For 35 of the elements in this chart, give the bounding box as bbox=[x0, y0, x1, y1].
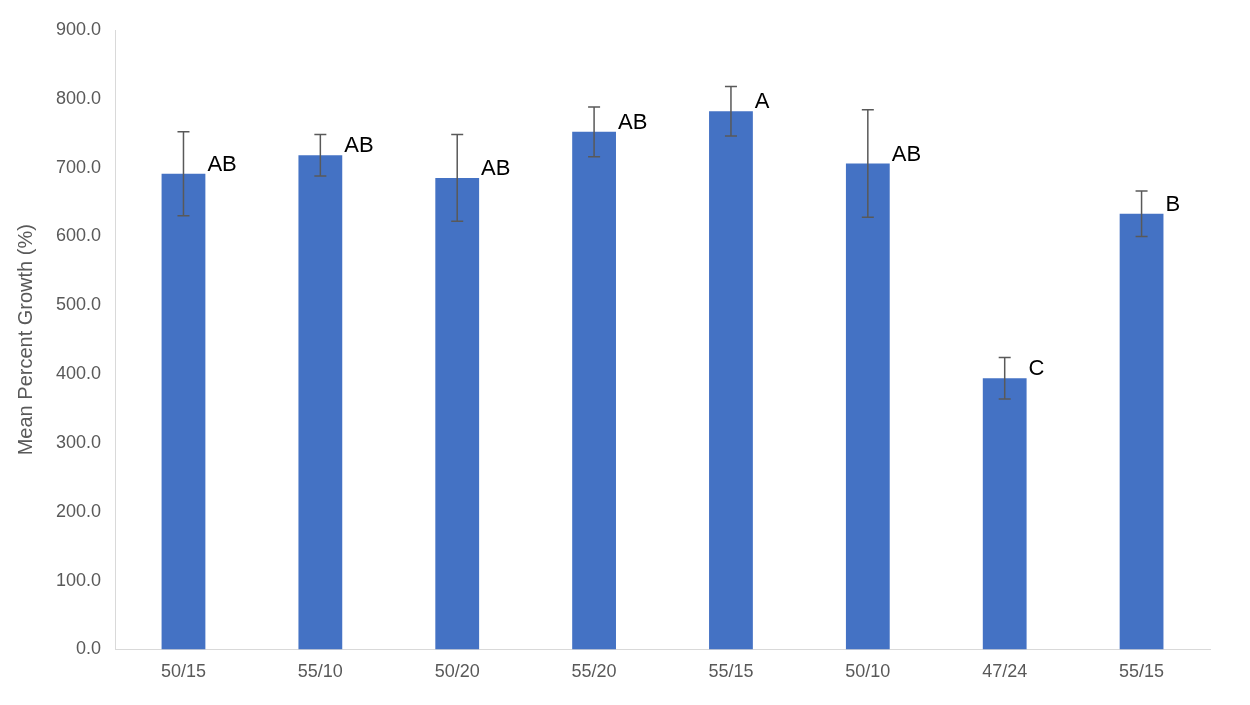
y-tick-label: 700.0 bbox=[56, 156, 102, 177]
annotation: AB bbox=[344, 132, 374, 158]
annotation: AB bbox=[481, 155, 511, 181]
x-tick-label: 55/10 bbox=[297, 661, 343, 682]
bar bbox=[435, 177, 480, 650]
y-tick-label: 0.0 bbox=[76, 638, 102, 659]
x-tick-label: 55/15 bbox=[1119, 661, 1165, 682]
x-tick-label: 50/20 bbox=[434, 661, 480, 682]
y-tick-label: 500.0 bbox=[56, 294, 102, 315]
y-tick-label: 100.0 bbox=[56, 569, 102, 590]
y-tick-label: 900.0 bbox=[56, 18, 102, 39]
y-tick-label: 600.0 bbox=[56, 225, 102, 246]
bar bbox=[845, 163, 890, 650]
annotation: C bbox=[1028, 355, 1045, 381]
bar bbox=[982, 378, 1027, 650]
x-tick-label: 55/15 bbox=[708, 661, 754, 682]
bar bbox=[1119, 213, 1164, 650]
y-axis-title: Mean Percent Growth (%) bbox=[13, 224, 36, 456]
y-tick-label: 300.0 bbox=[56, 431, 102, 452]
annotation: B bbox=[1165, 190, 1181, 216]
bar bbox=[709, 111, 753, 650]
x-tick-label: 55/20 bbox=[571, 661, 617, 682]
annotation: A bbox=[754, 88, 770, 114]
y-tick-label: 800.0 bbox=[56, 87, 102, 108]
bar bbox=[161, 173, 206, 650]
y-tick-label: 400.0 bbox=[56, 363, 102, 384]
bar bbox=[572, 131, 616, 650]
x-tick-label: 50/15 bbox=[160, 661, 206, 682]
y-tick-label: 200.0 bbox=[56, 500, 102, 521]
bar bbox=[298, 155, 343, 650]
annotation: AB bbox=[617, 108, 648, 134]
annotation: AB bbox=[207, 150, 237, 176]
x-tick-label: 47/24 bbox=[982, 661, 1028, 682]
annotation: AB bbox=[891, 140, 922, 166]
x-tick-label: 50/10 bbox=[845, 661, 891, 682]
